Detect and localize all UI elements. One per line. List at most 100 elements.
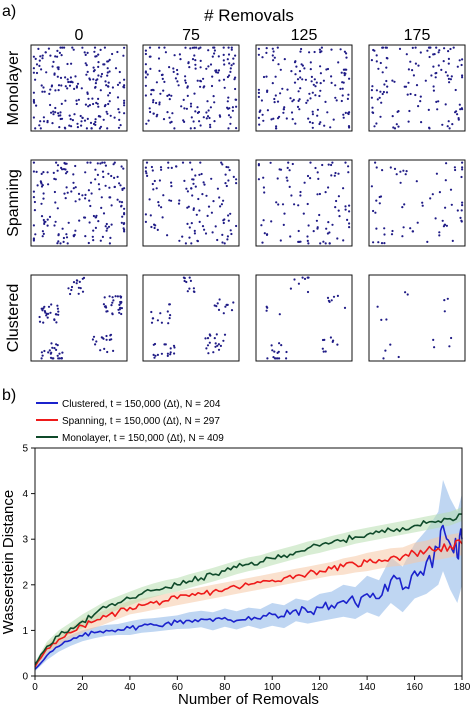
- particle-dot: [108, 295, 111, 298]
- particle-dot: [202, 116, 205, 119]
- particle-dot: [446, 297, 449, 300]
- particle-dot: [40, 185, 44, 188]
- particle-dot: [70, 125, 73, 128]
- particle-dot: [101, 336, 104, 339]
- particle-dot: [185, 107, 188, 110]
- particle-dot: [107, 85, 110, 88]
- particle-dot: [427, 108, 430, 111]
- particle-dot: [157, 57, 161, 60]
- particle-dot: [445, 224, 448, 227]
- particle-dot: [306, 276, 309, 279]
- particle-dot: [447, 62, 450, 65]
- particle-dot: [266, 109, 269, 112]
- particle-dot: [77, 192, 81, 195]
- particle-dot: [319, 65, 322, 68]
- particle-dot: [73, 87, 76, 90]
- particle-dot: [456, 65, 459, 68]
- particle-dot: [70, 190, 73, 193]
- particle-dot: [118, 118, 121, 121]
- particle-dot: [435, 46, 438, 49]
- particle-dot: [391, 229, 394, 233]
- particle-dot: [40, 215, 44, 218]
- particle-dot: [61, 168, 64, 171]
- particle-dot: [100, 75, 103, 78]
- particle-dot: [196, 106, 199, 109]
- particle-dot: [86, 161, 89, 164]
- particle-dot: [195, 46, 198, 49]
- particle-dot: [262, 119, 265, 122]
- particle-dot: [152, 99, 155, 102]
- particle-dot: [283, 106, 286, 109]
- particle-dot: [56, 66, 59, 69]
- particle-dot: [392, 126, 395, 129]
- particle-dot: [107, 81, 110, 84]
- scatter-panel: [255, 274, 353, 362]
- particle-dot: [456, 209, 459, 212]
- particle-dot: [53, 318, 56, 321]
- particle-dot: [217, 55, 220, 58]
- particle-dot: [260, 99, 263, 102]
- particle-dot: [48, 215, 52, 218]
- particle-dot: [316, 114, 319, 117]
- particle-dot: [213, 120, 216, 123]
- particle-dot: [32, 239, 36, 242]
- particle-dot: [84, 235, 87, 238]
- particle-dot: [168, 317, 171, 320]
- particle-dot: [156, 319, 159, 322]
- particle-dot: [92, 214, 95, 218]
- particle-dot: [407, 81, 410, 84]
- particle-dot: [192, 182, 195, 185]
- particle-dot: [70, 80, 73, 83]
- particle-dot: [193, 229, 196, 232]
- particle-dot: [266, 90, 269, 93]
- particle-dot: [324, 100, 327, 103]
- particle-dot: [407, 68, 410, 71]
- particle-dot: [94, 343, 97, 346]
- particle-dot: [450, 203, 453, 206]
- particle-dot: [158, 46, 161, 49]
- particle-dot: [160, 352, 163, 355]
- particle-dot: [324, 191, 327, 194]
- particle-dot: [384, 349, 387, 352]
- particle-dot: [450, 336, 453, 340]
- particle-dot: [199, 161, 202, 164]
- particle-dot: [190, 168, 194, 171]
- particle-dot: [74, 229, 77, 232]
- particle-dot: [222, 46, 225, 49]
- particle-dot: [155, 81, 158, 84]
- particle-dot: [460, 63, 463, 67]
- particle-dot: [49, 88, 52, 91]
- particle-dot: [32, 161, 36, 164]
- particle-dot: [63, 192, 66, 195]
- particle-dot: [122, 85, 125, 88]
- particle-dot: [301, 78, 304, 81]
- particle-dot: [227, 179, 230, 182]
- particle-dot: [96, 173, 99, 176]
- particle-dot: [194, 185, 197, 188]
- particle-dot: [314, 94, 317, 97]
- particle-dot: [461, 76, 464, 79]
- particle-dot: [432, 85, 435, 88]
- particle-dot: [60, 117, 64, 120]
- particle-dot: [99, 48, 102, 52]
- particle-dot: [334, 206, 337, 209]
- particle-dot: [111, 301, 114, 304]
- particle-dot: [196, 79, 199, 82]
- particle-dot: [204, 232, 208, 235]
- particle-dot: [257, 47, 260, 50]
- particle-dot: [379, 61, 382, 65]
- particle-dot: [144, 166, 147, 169]
- particle-dot: [328, 300, 331, 303]
- particle-dot: [166, 111, 169, 114]
- particle-dot: [191, 46, 194, 49]
- particle-dot: [257, 164, 260, 167]
- particle-dot: [100, 72, 104, 76]
- particle-dot: [372, 48, 375, 52]
- particle-dot: [383, 227, 386, 230]
- y-tick-label: 2: [22, 580, 28, 591]
- particle-dot: [79, 114, 82, 118]
- particle-dot: [116, 50, 119, 54]
- particle-dot: [46, 224, 49, 227]
- particle-dot: [82, 276, 86, 279]
